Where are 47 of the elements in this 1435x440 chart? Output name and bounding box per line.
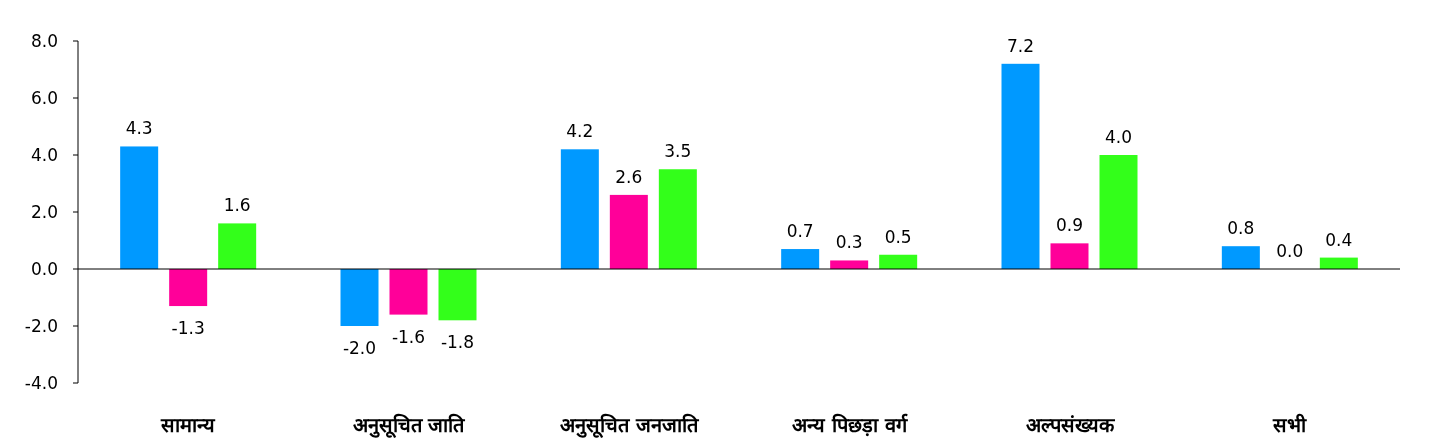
bar bbox=[1050, 243, 1089, 269]
data-label: 0.3 bbox=[835, 232, 863, 253]
data-label: 3.5 bbox=[664, 141, 692, 162]
data-label: 0.7 bbox=[786, 221, 814, 242]
data-label: 4.2 bbox=[566, 121, 594, 142]
bar bbox=[609, 194, 648, 269]
data-label: 0.8 bbox=[1227, 218, 1255, 239]
bar bbox=[1099, 155, 1138, 269]
bar bbox=[560, 149, 599, 269]
data-label: -1.6 bbox=[391, 326, 426, 347]
y-tick-label: 6.0 bbox=[30, 88, 58, 108]
data-label: 0.4 bbox=[1325, 229, 1353, 250]
x-tick-label: अन्य पिछड़ा वर्ग bbox=[791, 413, 908, 437]
data-label: 7.2 bbox=[1006, 35, 1035, 56]
bar bbox=[879, 254, 918, 269]
y-tick-label: -4.0 bbox=[24, 373, 58, 393]
y-tick-label: 8.0 bbox=[30, 31, 58, 51]
data-label: -1.8 bbox=[440, 332, 475, 353]
data-label: 0.9 bbox=[1055, 215, 1084, 236]
data-label: -1.3 bbox=[171, 318, 205, 339]
data-label: 1.6 bbox=[223, 195, 251, 216]
x-tick-label: सामान्य bbox=[160, 413, 217, 437]
bar bbox=[218, 223, 257, 269]
bar bbox=[438, 269, 477, 321]
bar bbox=[830, 260, 869, 269]
bar bbox=[781, 249, 820, 269]
bar bbox=[340, 269, 379, 326]
y-tick-label: 0.0 bbox=[30, 259, 58, 279]
bar bbox=[169, 269, 208, 307]
y-tick-label: 2.0 bbox=[30, 202, 58, 222]
bar bbox=[389, 269, 428, 315]
y-tick-label: -2.0 bbox=[24, 316, 58, 336]
bar bbox=[1221, 246, 1260, 269]
data-label: -2.0 bbox=[342, 338, 377, 358]
data-label: 2.6 bbox=[615, 166, 643, 187]
bar bbox=[1001, 63, 1040, 269]
x-tick-label: सभी bbox=[1272, 413, 1308, 437]
x-tick-label: अनुसूचित जाति bbox=[352, 413, 467, 438]
data-label: 0.0 bbox=[1276, 241, 1304, 261]
bar bbox=[120, 146, 159, 269]
x-tick-label: अनुसूचित जनजाति bbox=[559, 413, 700, 438]
bar bbox=[658, 169, 697, 269]
data-label: 4.3 bbox=[125, 118, 153, 139]
x-tick-label: अल्पसंख्यक bbox=[1025, 413, 1116, 437]
data-label: 0.5 bbox=[884, 226, 912, 247]
y-tick-label: 4.0 bbox=[30, 145, 58, 165]
data-label: 4.0 bbox=[1104, 127, 1133, 147]
